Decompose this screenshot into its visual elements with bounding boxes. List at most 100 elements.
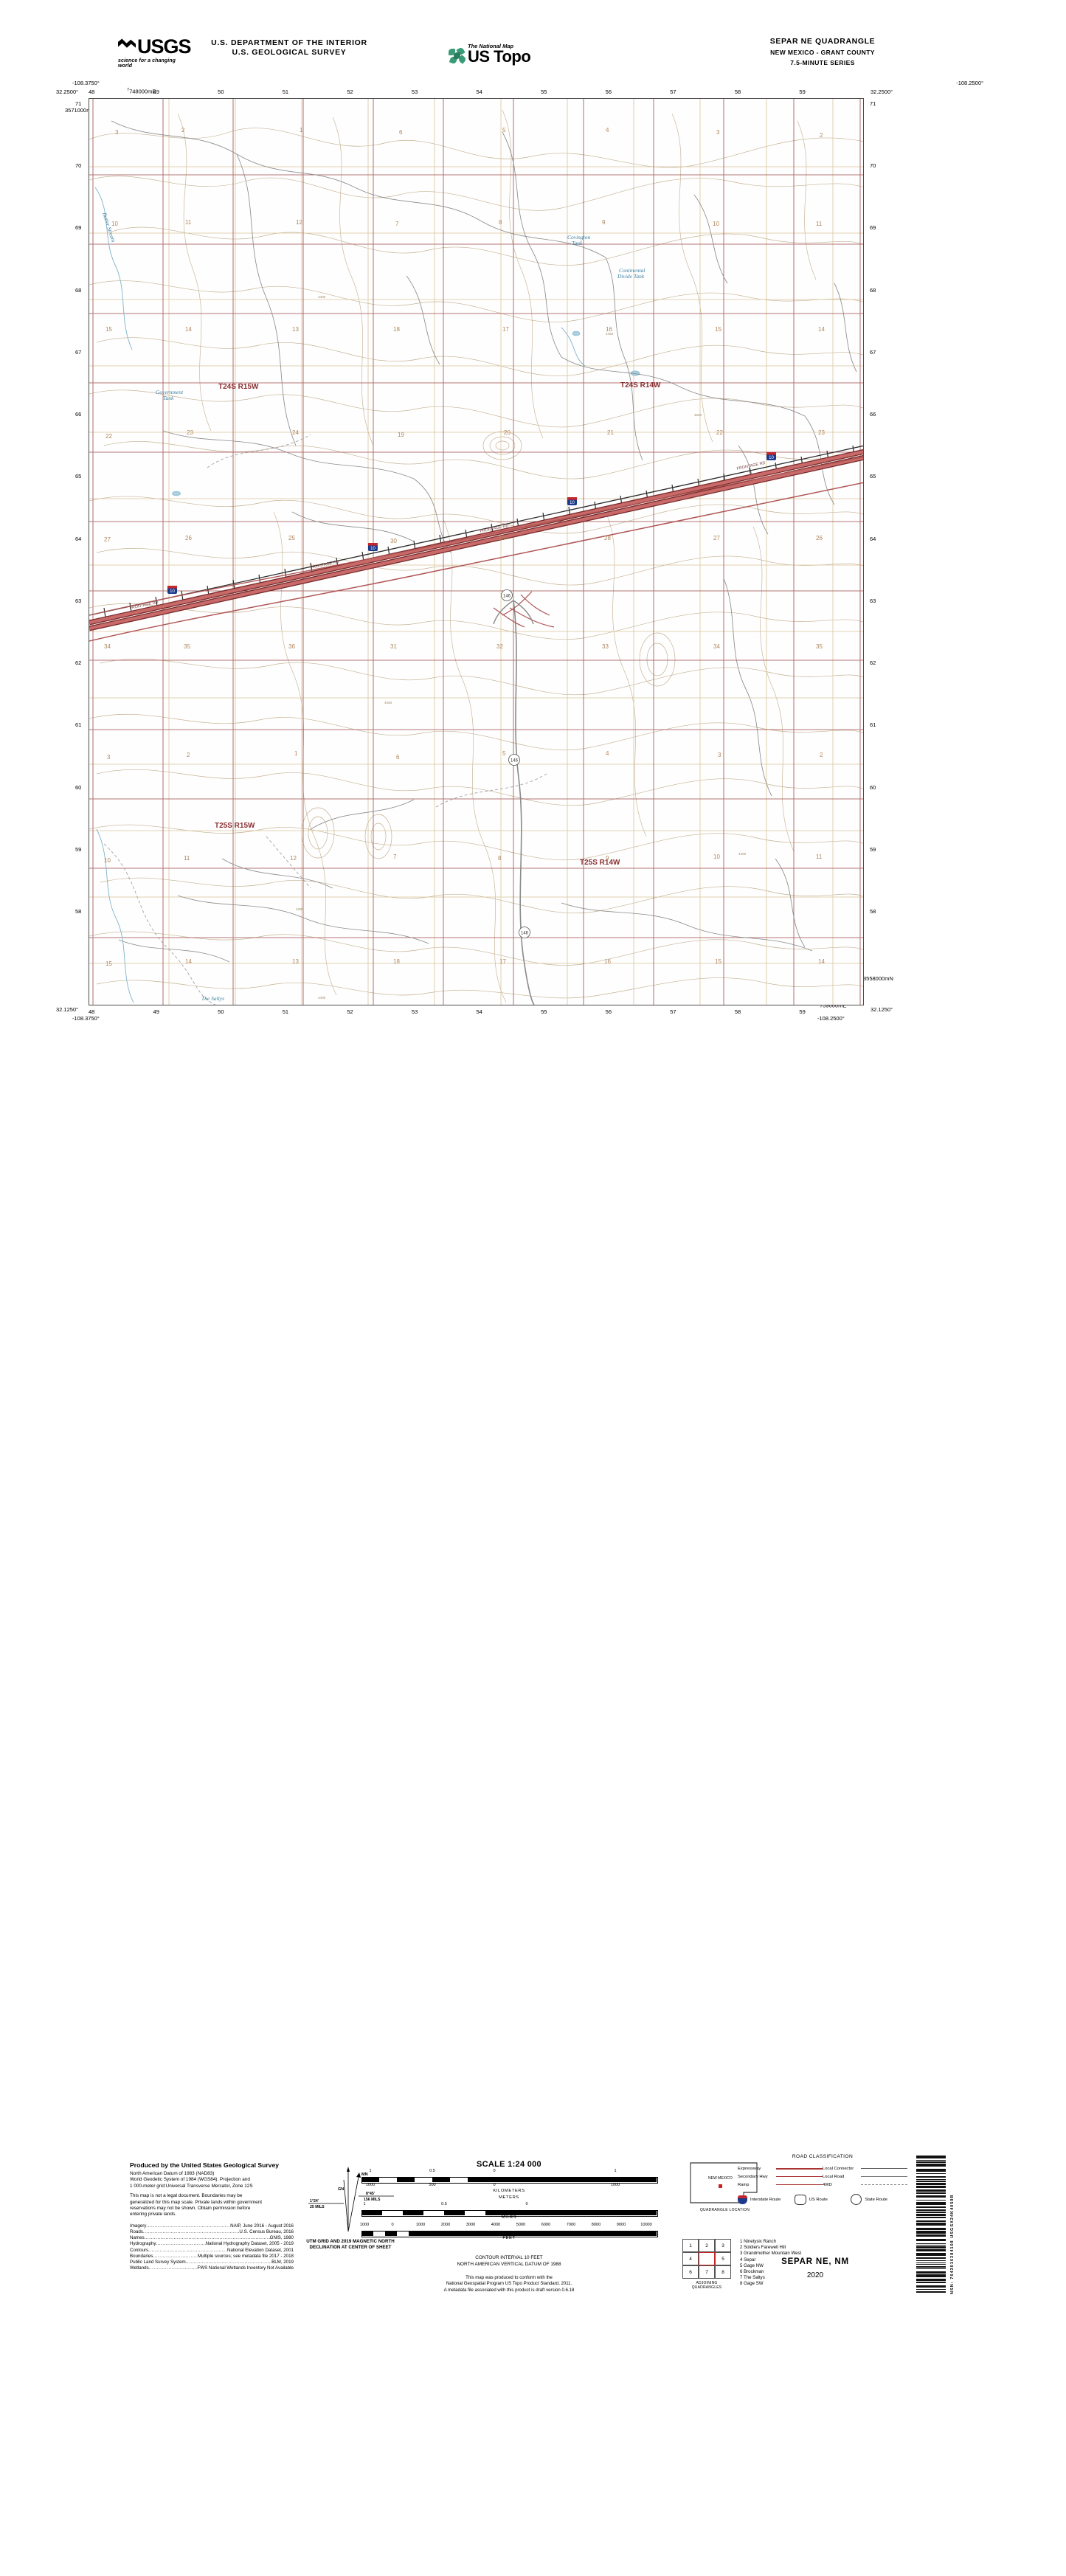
sheet-name-block: SEPAR NE, NM 2020 [745, 2257, 885, 2279]
state-route-shield-icon [851, 2194, 862, 2205]
usgs-wave-icon [118, 38, 136, 48]
usgs-tagline: science for a changing world [118, 58, 176, 69]
corner-bottom-right-longitude: -108.2500° [817, 1015, 845, 1022]
source-value: National Hydrography Dataset, 2005 - 201… [205, 2241, 294, 2247]
grid-tick-left-64: 64 [75, 535, 82, 542]
corner-top-left-latitude: 32.2500° [56, 89, 79, 95]
road-class-right-col: Local Connector Local Road 4WD [823, 2164, 907, 2189]
source-dots: ........................................… [146, 2223, 230, 2229]
legend-label-secondary-hwy: Secondary Hwy [738, 2174, 768, 2179]
grid-tick-top-49: 49 [153, 89, 159, 95]
produced-by-heading: Produced by the United States Geological… [130, 2161, 280, 2169]
agency-line-2: U.S. GEOLOGICAL SURVEY [232, 48, 347, 57]
adjoining-cell-5 [699, 2252, 715, 2265]
grid-tick-bottom-49: 49 [153, 1008, 159, 1015]
adjoining-quad-name: 8 Gage SW [740, 2281, 764, 2287]
svg-text:19: 19 [398, 432, 404, 438]
source-value: GNIS, 1980 [269, 2235, 294, 2241]
source-dots: ........................................… [185, 2260, 271, 2265]
quad-state-county: NEW MEXICO - GRANT COUNTY [770, 49, 875, 56]
legend-label-4wd: 4WD [823, 2182, 832, 2187]
legend-row-secondary-hwy: Secondary Hwy [738, 2172, 823, 2181]
grid-tick-left-61: 61 [75, 721, 82, 729]
legend-interstate-route: Interstate Route [738, 2195, 795, 2204]
grid-tick-right-62: 62 [870, 659, 876, 667]
agency-line-1: U.S. DEPARTMENT OF THE INTERIOR [211, 38, 367, 47]
source-row: Imagery.................................… [130, 2223, 294, 2229]
source-key: Wetlands [130, 2265, 149, 2271]
svg-text:1: 1 [294, 750, 298, 757]
source-dots: ........................................… [153, 2253, 198, 2259]
source-key: Boundaries [130, 2253, 153, 2259]
source-key: Contours [130, 2247, 149, 2253]
scale-tick: 1000 [359, 2223, 370, 2227]
utm-easting-top-left: 7748000mE [127, 88, 156, 95]
scale-tick: 1 [614, 2169, 617, 2173]
svg-text:Continental: Continental [619, 267, 645, 274]
scale-tick: 1000 [415, 2223, 426, 2227]
svg-text:11: 11 [184, 855, 190, 862]
svg-text:18: 18 [393, 958, 400, 965]
svg-text:35: 35 [184, 643, 190, 650]
township-label: T25S R14W [580, 859, 620, 867]
corner-bottom-left-longitude: -108.3750° [72, 1015, 100, 1022]
barcode-reference-text: NSN: 7643016384108 USGSX24K4059B [950, 2194, 955, 2294]
svg-text:2: 2 [181, 127, 185, 134]
source-key: Imagery [130, 2223, 147, 2229]
national-map-pinwheel-icon [449, 46, 467, 65]
us-topo-logo: The National Map US Topo [449, 41, 552, 69]
adjoining-quad-name: 1 Ninetysix Ranch [740, 2239, 777, 2244]
local-connector-line-icon [861, 2168, 907, 2169]
scale-tick: 1000 [365, 2183, 375, 2187]
contour-interval-line-1: CONTOUR INTERVAL 10 FEET [475, 2255, 543, 2260]
scale-tick: 9000 [616, 2223, 626, 2227]
grid-tick-left-65: 65 [75, 473, 82, 480]
svg-text:18: 18 [393, 326, 400, 333]
svg-text:Butler Stream: Butler Stream [101, 212, 117, 243]
datum-line-0: North American Datum of 1983 (NAD83) [130, 2171, 215, 2176]
svg-text:10: 10 [170, 589, 175, 594]
corner-top-left-longitude: -108.3750° [72, 80, 100, 86]
road-classification-legend: ROAD CLASSIFICATION Expressway Secondary… [738, 2154, 907, 2205]
conformance-line-1: This map was produced to conform with th… [465, 2275, 553, 2280]
svg-text:4: 4 [606, 750, 609, 757]
svg-text:27: 27 [104, 536, 111, 543]
source-value: FWS National Wetlands Inventory Not Avai… [197, 2265, 294, 2271]
svg-text:34: 34 [713, 643, 720, 650]
map-sheet: USGS science for a changing world U.S. D… [56, 37, 983, 2295]
svg-text:10: 10 [769, 456, 774, 460]
svg-text:34: 34 [104, 643, 111, 650]
legend-row-local-road: Local Road [823, 2172, 907, 2181]
svg-text:10: 10 [104, 857, 111, 864]
grid-tick-top-57: 57 [670, 89, 676, 95]
adjoining-caption: ADJOINING QUADRANGLES [691, 2281, 722, 2290]
svg-text:24: 24 [292, 429, 299, 436]
grid-tick-bottom-56: 56 [605, 1008, 612, 1015]
svg-text:4380: 4380 [296, 907, 304, 911]
grid-tick-top-51: 51 [282, 89, 289, 95]
utm-northing-top-left: 3571000mN [65, 107, 95, 114]
source-key: Public Land Survey System [130, 2260, 186, 2265]
state-route-shields: 146 146 146 [501, 589, 530, 938]
grid-tick-bottom-58: 58 [734, 1008, 741, 1015]
svg-text:13: 13 [292, 958, 299, 965]
adjoining-cell-7: 6 [682, 2265, 699, 2279]
grid-tick-right-70: 70 [870, 162, 876, 170]
svg-text:4400: 4400 [738, 852, 747, 856]
scale-tick: 1 [363, 2202, 366, 2206]
legend-label-local-connector: Local Connector [823, 2166, 854, 2171]
feet-tick-labels: 1000 0 1000 2000 3000 4000 5000 6000 7000 8000 900… [359, 2223, 657, 2229]
source-value: Multiple sources; see metadata file 2017… [197, 2253, 294, 2259]
scale-tick: 5000 [516, 2223, 526, 2227]
svg-text:2: 2 [820, 752, 823, 758]
grid-tick-bottom-55: 55 [541, 1008, 547, 1015]
disclaimer-line-0: This map is not a legal document. Bounda… [130, 2193, 243, 2199]
adjoining-cell-2: 2 [699, 2239, 715, 2252]
road-class-left-col: Expressway Secondary Hwy Ramp [738, 2164, 823, 2189]
svg-text:16: 16 [606, 326, 612, 333]
national-map-label: The National Map [468, 43, 514, 49]
secondary-hwy-line-icon [776, 2176, 823, 2177]
svg-text:26: 26 [816, 535, 823, 541]
